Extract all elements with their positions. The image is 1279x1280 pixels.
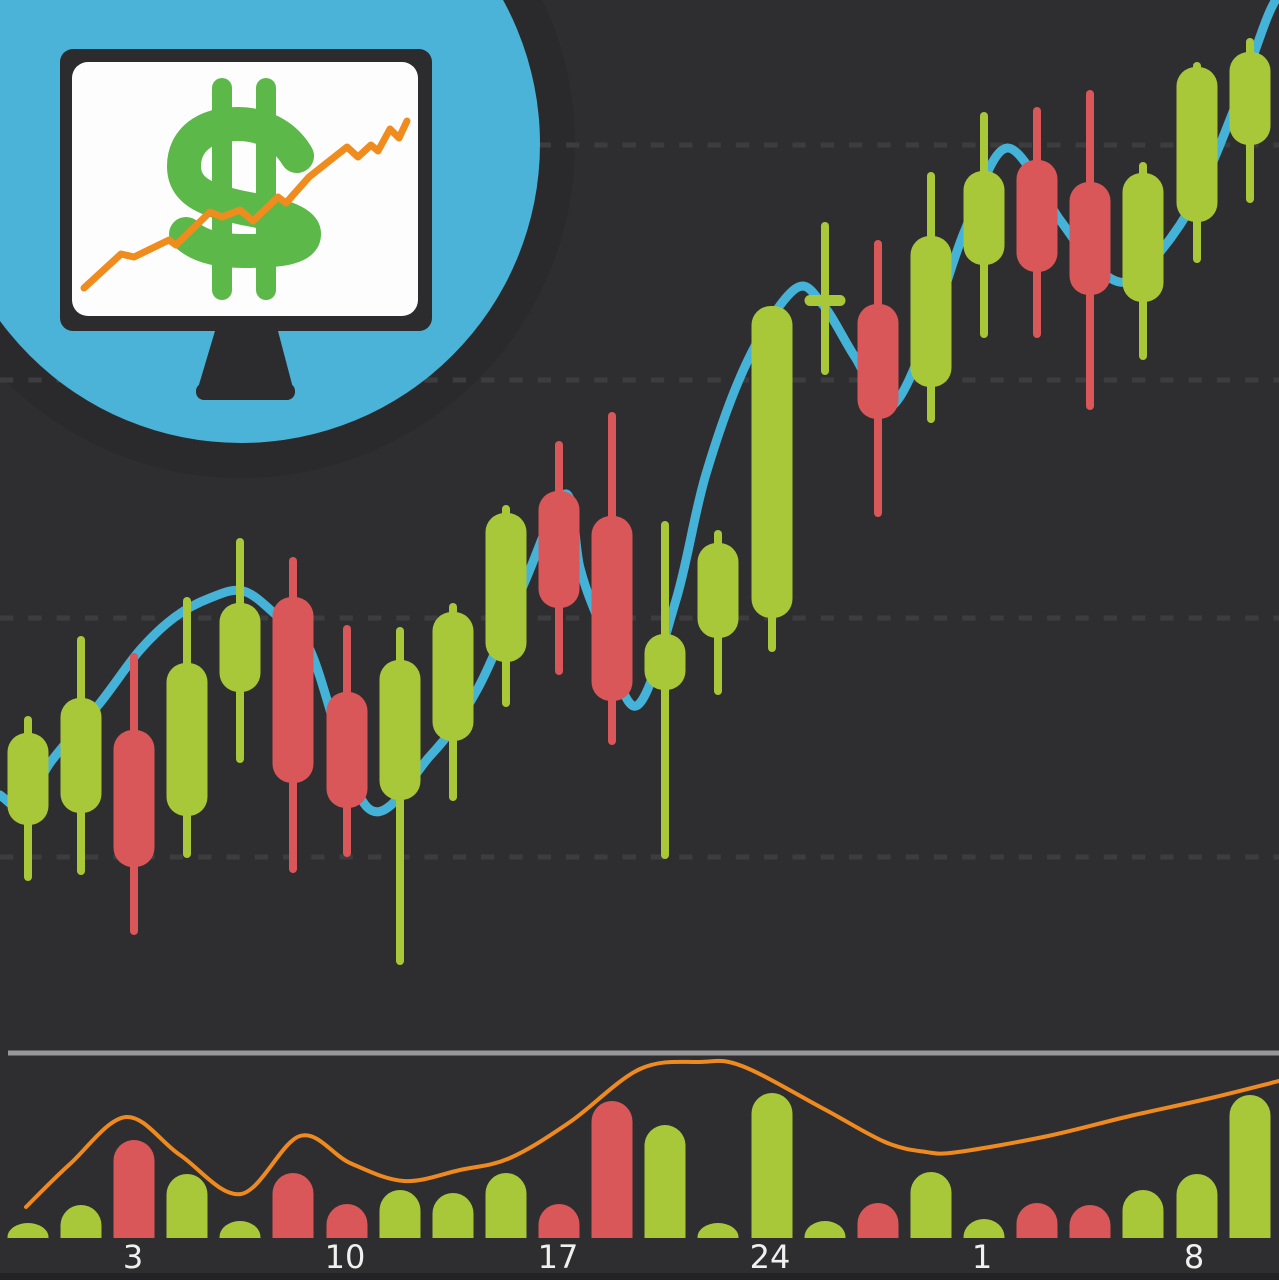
x-axis-label: 10 xyxy=(325,1238,366,1276)
volume-bar xyxy=(963,1219,1005,1238)
volume-bar xyxy=(7,1223,49,1238)
candle-body xyxy=(7,733,49,825)
volume-bar xyxy=(751,1092,793,1238)
volume-bar xyxy=(857,1203,899,1238)
candle-body xyxy=(432,612,474,741)
volume-bar xyxy=(538,1204,580,1238)
x-axis-labels: 3 10 17 24 1 8 xyxy=(123,1238,1204,1276)
candle-down xyxy=(857,240,899,517)
candle-body xyxy=(60,698,102,813)
candle-down xyxy=(272,557,314,873)
candle-down xyxy=(538,441,580,675)
volume-bar xyxy=(804,1221,846,1238)
candle-up xyxy=(60,636,102,875)
candle-down xyxy=(1069,90,1111,410)
candle-body xyxy=(910,236,952,387)
monitor-screen xyxy=(72,62,418,316)
volume-bar xyxy=(697,1223,739,1238)
volume-bar xyxy=(219,1221,261,1238)
candle-up xyxy=(432,603,474,801)
volume-bar xyxy=(644,1125,686,1238)
volume-bar xyxy=(1176,1174,1218,1238)
x-axis-label: 24 xyxy=(750,1238,791,1276)
candle-down xyxy=(326,625,368,857)
volume-bar xyxy=(432,1192,474,1238)
candle-body xyxy=(1122,173,1164,302)
volume-bar xyxy=(272,1172,314,1238)
candle-body xyxy=(804,295,846,306)
candle-body xyxy=(591,516,633,701)
x-axis-label: 8 xyxy=(1184,1238,1204,1276)
dollar-icon: $ xyxy=(166,78,322,300)
volume-bar xyxy=(326,1204,368,1238)
candle-up xyxy=(751,306,793,652)
candle-body xyxy=(219,603,261,692)
candle-up xyxy=(910,172,952,423)
monitor-stand-base xyxy=(196,383,295,400)
volume-bar xyxy=(166,1174,208,1238)
candle-body xyxy=(326,692,368,808)
trend-line-icon xyxy=(80,117,411,292)
candle-up xyxy=(1122,162,1164,360)
candle-down xyxy=(1016,107,1058,338)
volume-bar xyxy=(1016,1203,1058,1238)
volume-pane xyxy=(7,1058,1279,1238)
candle-up xyxy=(644,521,686,859)
volume-bar xyxy=(60,1205,102,1238)
candle-down xyxy=(591,412,633,745)
monitor-stand xyxy=(198,331,293,388)
candle-up xyxy=(1176,62,1218,263)
candle-down xyxy=(113,653,155,935)
candle-body xyxy=(697,543,739,638)
volume-bar xyxy=(1229,1094,1271,1238)
volume-bar xyxy=(591,1100,633,1238)
candle-up xyxy=(1229,38,1271,203)
x-axis-label: 17 xyxy=(538,1238,579,1276)
candle-body xyxy=(751,306,793,618)
candle-body xyxy=(485,513,527,662)
volume-bar xyxy=(1069,1205,1111,1238)
x-axis-label: 1 xyxy=(972,1238,992,1276)
candle-up xyxy=(697,530,739,695)
volume-bars xyxy=(7,1092,1271,1238)
footer-band xyxy=(0,1273,1279,1280)
candle-body xyxy=(113,730,155,867)
x-axis-label: 3 xyxy=(123,1238,143,1276)
candle-up-doji xyxy=(804,222,846,375)
candle-up xyxy=(963,112,1005,338)
monitor-badge: $ xyxy=(0,0,540,443)
volume-ma-line xyxy=(24,1058,1279,1209)
candle-body xyxy=(857,304,899,419)
volume-bar xyxy=(910,1172,952,1238)
monitor-icon: $ xyxy=(60,49,432,400)
candle-body xyxy=(963,171,1005,265)
price-pane xyxy=(0,0,1279,965)
candle-body xyxy=(644,634,686,690)
volume-bar xyxy=(113,1140,155,1238)
candle-up xyxy=(485,505,527,707)
candle-body xyxy=(272,597,314,783)
volume-bar xyxy=(1122,1190,1164,1238)
candle-body xyxy=(1016,160,1058,272)
volume-bar xyxy=(379,1190,421,1238)
candle-body xyxy=(1229,52,1271,145)
candle-body xyxy=(1176,67,1218,222)
candle-body xyxy=(166,663,208,816)
candle-up xyxy=(379,627,421,965)
candle-body xyxy=(1069,182,1111,295)
candle-body xyxy=(379,660,421,800)
candle-up xyxy=(166,597,208,858)
candle-up xyxy=(7,716,49,881)
candle-up xyxy=(219,538,261,763)
candles xyxy=(7,38,1271,965)
volume-bar xyxy=(485,1172,527,1238)
candle-body xyxy=(538,491,580,608)
